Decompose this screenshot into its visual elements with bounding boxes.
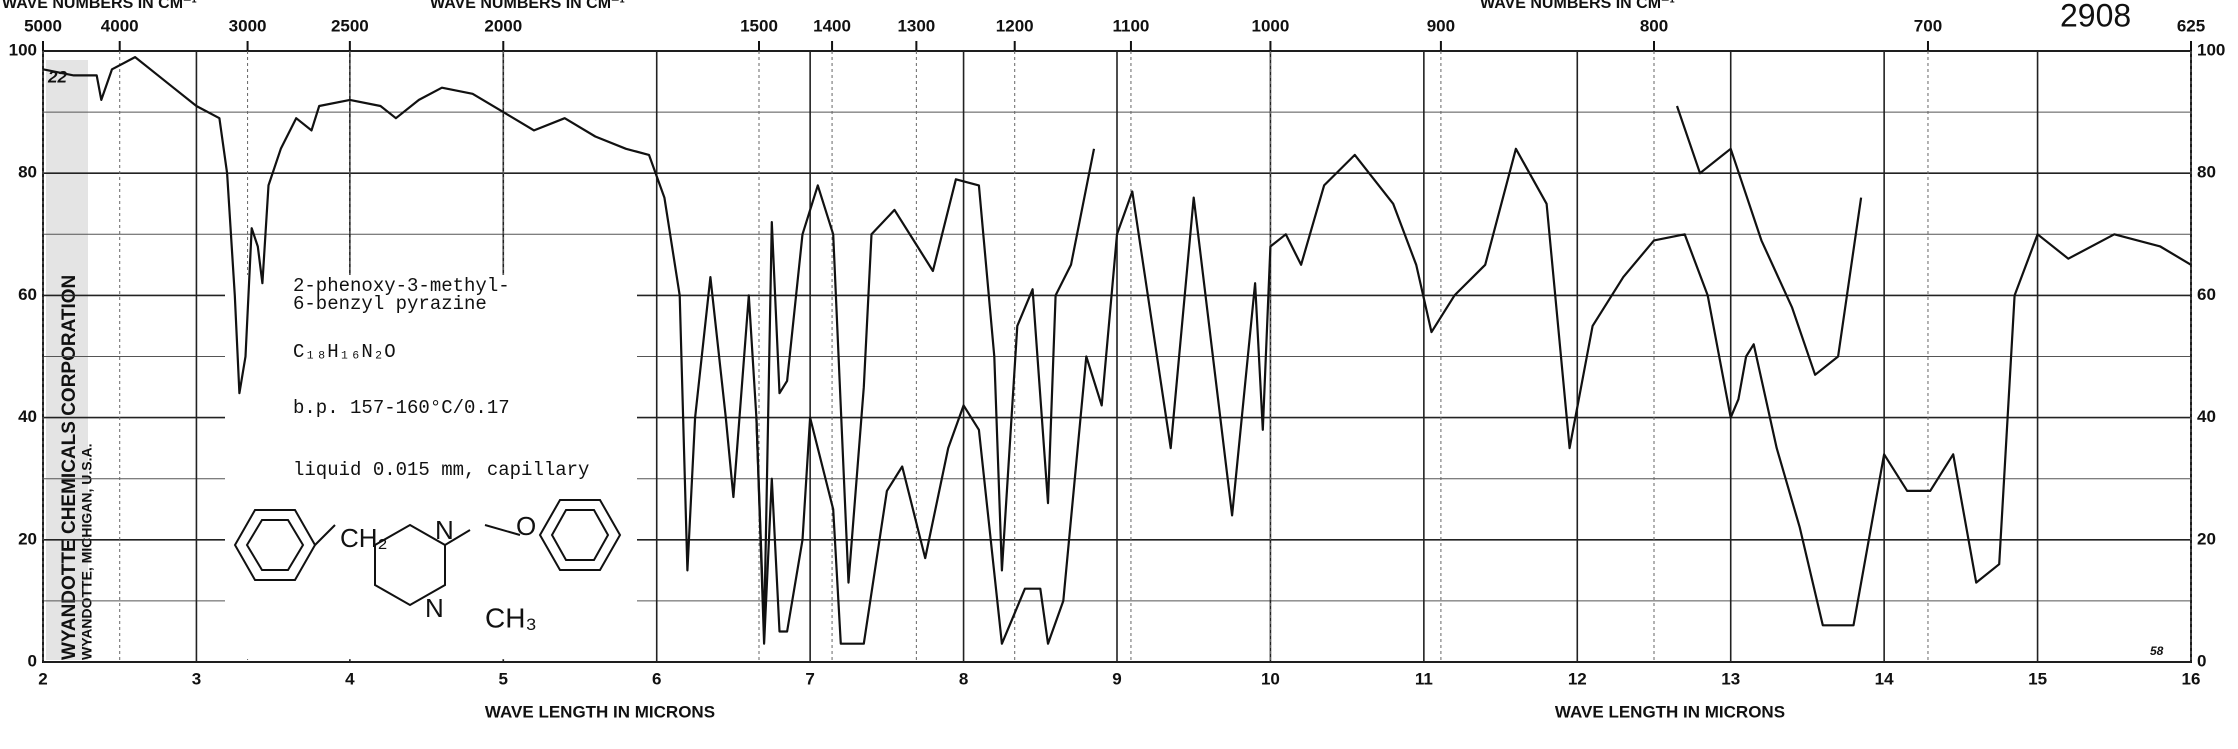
spectrum-line [42, 56, 1096, 633]
bond [314, 524, 336, 546]
structure-n: N [425, 593, 444, 623]
top-axis-title: WAVE NUMBERS IN CM⁻¹ [2, 0, 197, 12]
x-tick-label: 12 [1568, 669, 1587, 688]
spectrum-line [755, 147, 2192, 645]
y-tick-label: 20 [18, 529, 37, 548]
top-tick-label: 1400 [813, 16, 851, 35]
top-tick-label: 2000 [484, 16, 522, 35]
y-tick-label: 20 [2197, 529, 2216, 548]
y-tick-label: 60 [18, 285, 37, 304]
x-axis-label: WAVE LENGTH IN MICRONS [1555, 702, 1785, 721]
x-tick-label: 9 [1112, 669, 1121, 688]
structure-drawing [233, 499, 622, 607]
x-tick-label: 3 [192, 669, 201, 688]
structure-ch2: CH₂ [340, 523, 388, 553]
sample-name: 6-benzyl pyrazine [293, 293, 487, 315]
sample-box [225, 275, 637, 659]
top-tick-label: 4000 [101, 16, 139, 35]
sample-name: 2-phenoxy-3-methyl- [293, 275, 510, 297]
x-tick-label: 13 [1721, 669, 1740, 688]
x-tick-label: 4 [345, 669, 355, 688]
x-tick-label: 2 [38, 669, 47, 688]
y-tick-label: 40 [2197, 407, 2216, 426]
top-tick-label: 1000 [1252, 16, 1290, 35]
sample-formula: C₁₈H₁₆N₂O [293, 341, 396, 363]
x-tick-label: 14 [1875, 669, 1894, 688]
hatched-band [46, 60, 88, 660]
y-tick-label: 60 [2197, 285, 2216, 304]
sample-conditions: liquid 0.015 mm, capillary [293, 459, 589, 481]
top-tick-label: 800 [1640, 16, 1668, 35]
corner-mark: 58 [2150, 644, 2164, 658]
y-tick-label: 100 [2197, 40, 2225, 59]
top-tick-label: 1100 [1113, 16, 1150, 35]
y-tick-label: 80 [18, 163, 37, 182]
x-tick-label: 16 [2182, 669, 2201, 688]
top-tick-label: 625 [2177, 16, 2205, 35]
top-tick-label: 5000 [24, 16, 62, 35]
bond [444, 529, 471, 546]
structure-ch3: CH₃ [485, 602, 537, 633]
x-tick-label: 6 [652, 669, 661, 688]
y-tick-label: 0 [28, 651, 37, 670]
sample-box-bg [225, 275, 637, 659]
benzene-ring [233, 509, 317, 581]
structure-n: N [435, 515, 454, 545]
spectrum-number: 2908 [2060, 0, 2131, 33]
y-tick-label: 40 [18, 407, 37, 426]
bond [484, 524, 521, 536]
top-axis-title: WAVE NUMBERS IN CM⁻¹ [1480, 0, 1675, 12]
x-tick-label: 7 [805, 669, 814, 688]
x-tick-label: 8 [959, 669, 968, 688]
top-axis-title: WAVE NUMBERS IN CM⁻¹ [430, 0, 625, 12]
y-tick-label: 80 [2197, 163, 2216, 182]
x-tick-label: 5 [499, 669, 508, 688]
top-tick-label: 900 [1427, 16, 1455, 35]
sample-boiling-point: b.p. 157-160°C/0.17 [293, 397, 510, 419]
x-axis-label: WAVE LENGTH IN MICRONS [485, 702, 715, 721]
benzene-inner [550, 509, 610, 561]
top-tick-label: 1200 [996, 16, 1034, 35]
benzene-ring [538, 499, 622, 571]
spectrum [42, 56, 2192, 645]
benzene-inner [245, 519, 305, 571]
top-tick-label: 2500 [331, 16, 369, 35]
y-tick-label: 0 [2197, 651, 2206, 670]
structure-o: O [516, 511, 536, 541]
publisher: WYANDOTTE CHEMICALS CORPORATION [59, 275, 80, 660]
spectrum-line [1675, 105, 1863, 376]
y-tick-label: 100 [9, 40, 37, 59]
x-tick-label: 11 [1415, 669, 1433, 688]
sample-text: 2-phenoxy-3-methyl- 6-benzyl pyrazine C₁… [233, 275, 622, 633]
x-tick-label: 10 [1261, 669, 1280, 688]
top-tick-label: 700 [1914, 16, 1942, 35]
publisher-location: WYANDOTTE, MICHIGAN, U.S.A. [79, 444, 95, 661]
top-tick-label: 1500 [740, 16, 778, 35]
top-tick-label: 1300 [897, 16, 935, 35]
top-tick-label: 3000 [229, 16, 267, 35]
x-tick-label: 15 [2028, 669, 2047, 688]
